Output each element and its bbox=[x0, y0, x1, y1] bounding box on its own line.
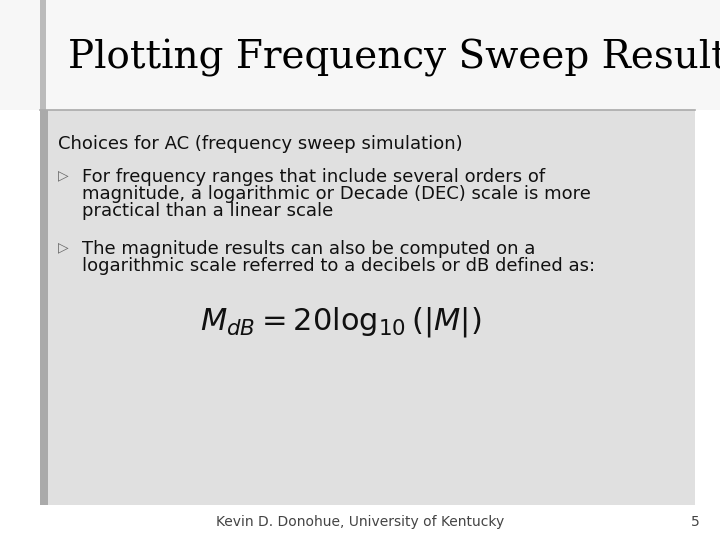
Text: Kevin D. Donohue, University of Kentucky: Kevin D. Donohue, University of Kentucky bbox=[216, 515, 504, 529]
Text: ▷: ▷ bbox=[58, 168, 68, 182]
Bar bbox=[0, 0, 720, 110]
Text: Choices for AC (frequency sweep simulation): Choices for AC (frequency sweep simulati… bbox=[58, 135, 463, 153]
Bar bbox=[40, 110, 48, 505]
Text: 5: 5 bbox=[691, 515, 700, 529]
Text: logarithmic scale referred to a decibels or dB defined as:: logarithmic scale referred to a decibels… bbox=[82, 257, 595, 275]
Text: Plotting Frequency Sweep Results: Plotting Frequency Sweep Results bbox=[68, 39, 720, 77]
Text: For frequency ranges that include several orders of: For frequency ranges that include severa… bbox=[82, 168, 545, 186]
Bar bbox=[40, 0, 46, 110]
Text: ▷: ▷ bbox=[58, 240, 68, 254]
Text: practical than a linear scale: practical than a linear scale bbox=[82, 202, 333, 220]
Text: $M_{dB} = 20\log_{10}(|M|)$: $M_{dB} = 20\log_{10}(|M|)$ bbox=[200, 305, 482, 339]
Text: magnitude, a logarithmic or Decade (DEC) scale is more: magnitude, a logarithmic or Decade (DEC)… bbox=[82, 185, 591, 203]
Text: The magnitude results can also be computed on a: The magnitude results can also be comput… bbox=[82, 240, 536, 258]
Bar bbox=[40, 110, 695, 505]
